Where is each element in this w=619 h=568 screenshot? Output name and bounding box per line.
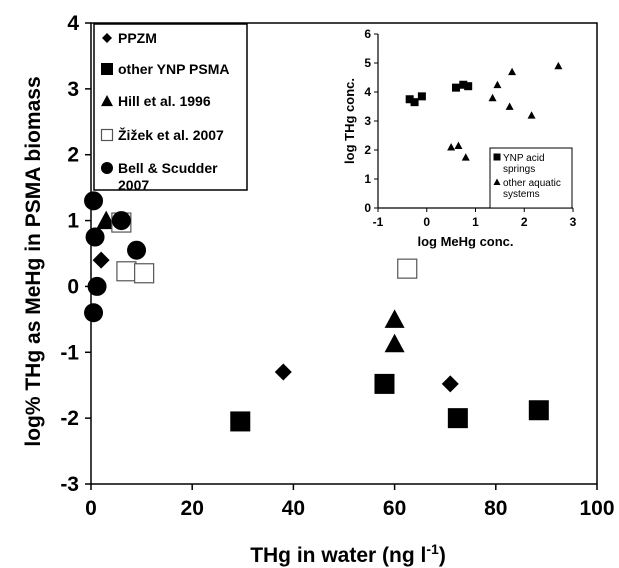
legend-marker [101, 162, 113, 174]
data-point [92, 251, 110, 269]
inset-x-tick-label: 3 [570, 215, 577, 229]
data-point [441, 375, 459, 393]
y-axis-title: log% THg as MeHg in PSMA biomass [22, 76, 45, 446]
data-point [84, 303, 104, 323]
legend-label: Hill et al. 1996 [118, 93, 211, 109]
inset-legend-marker [493, 153, 501, 161]
inset-data-point [454, 141, 463, 150]
x-tick-label: 0 [85, 497, 97, 520]
inset-data-point [461, 153, 470, 161]
inset-legend-label: other aquatic [503, 178, 561, 189]
x-tick-label: 20 [181, 497, 204, 520]
x-tick-label: 60 [383, 497, 406, 520]
data-point [127, 240, 147, 260]
legend-marker [101, 63, 113, 75]
inset-legend-box [489, 147, 573, 209]
inset-data-point [417, 92, 426, 101]
inset-legend-label: YNP acid [503, 153, 545, 164]
data-point [134, 263, 155, 284]
legend-label: Žižek et al. 2007 [118, 126, 224, 143]
inset-legend-marker [493, 178, 501, 185]
data-point [84, 191, 104, 211]
y-tick-label: 3 [67, 78, 79, 101]
data-point [230, 411, 251, 432]
inset-y-tick-label: 2 [364, 143, 371, 157]
data-point [447, 408, 468, 429]
inset-data-point [447, 143, 456, 151]
inset-y-tick-label: 6 [364, 27, 371, 41]
data-point [116, 261, 137, 282]
inset-data-point [405, 95, 414, 104]
x-tick-label: 80 [484, 497, 507, 520]
data-point [374, 373, 395, 394]
y-tick-label: -1 [60, 341, 79, 364]
inset-data-point [554, 61, 563, 70]
y-tick-label: 0 [67, 275, 79, 298]
inset-y-tick-label: 1 [364, 172, 371, 186]
legend-label: 2007 [118, 177, 149, 193]
data-point [384, 309, 405, 328]
legend-label: Bell & Scudder [118, 160, 218, 176]
data-point [96, 210, 117, 230]
data-point [384, 333, 405, 353]
inset-data-point [452, 83, 460, 92]
inset-data-point [488, 93, 497, 102]
inset-data-point [508, 67, 517, 76]
inset-y-tick-label: 4 [364, 85, 371, 99]
y-tick-label: 1 [67, 210, 79, 233]
legend-marker [101, 95, 113, 107]
inset-data-point [493, 80, 502, 89]
data-point [274, 363, 292, 381]
inset-y-tick-label: 3 [364, 114, 371, 128]
data-point [85, 227, 105, 247]
inset-legend-label: systems [503, 189, 540, 200]
data-point [397, 258, 418, 279]
inset-x-axis-title: log MeHg conc. [417, 234, 513, 249]
inset-data-point [464, 82, 473, 91]
y-tick-label: -2 [60, 407, 79, 430]
legend-box [93, 23, 248, 191]
inset-y-axis-title: log THg conc. [342, 78, 357, 164]
legend-marker [102, 33, 112, 43]
legend-label: PPZM [118, 30, 157, 46]
data-point [528, 400, 549, 421]
x-tick-label: 100 [579, 497, 614, 520]
inset-x-tick-label: 1 [472, 215, 479, 229]
inset-x-tick-label: -1 [373, 215, 384, 229]
inset-data-point [527, 111, 536, 119]
inset-data-point [505, 102, 514, 110]
inset-x-tick-label: 2 [521, 215, 528, 229]
x-axis-title: THg in water (ng l-1) [250, 541, 446, 567]
inset-y-tick-label: 0 [364, 201, 371, 215]
plot-frame [90, 22, 598, 485]
data-point [87, 276, 107, 296]
inset-data-point [410, 98, 419, 107]
data-point [111, 211, 131, 231]
inset-legend-label: springs [503, 164, 535, 175]
inset-data-point [459, 80, 468, 89]
x-tick-label: 40 [282, 497, 305, 520]
y-tick-label: 2 [67, 144, 79, 167]
y-tick-label: 4 [67, 12, 79, 35]
inset-y-tick-label: 5 [364, 56, 371, 70]
legend-marker [100, 128, 114, 142]
inset-x-tick-label: 0 [423, 215, 430, 229]
legend-label: other YNP PSMA [118, 61, 230, 77]
y-tick-label: -3 [60, 473, 79, 496]
